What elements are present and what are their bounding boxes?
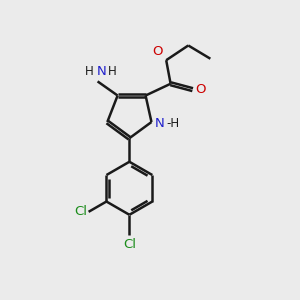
Text: H: H bbox=[85, 65, 94, 78]
Text: Cl: Cl bbox=[123, 238, 136, 251]
Text: N: N bbox=[96, 65, 106, 78]
Text: O: O bbox=[152, 45, 163, 58]
Text: H: H bbox=[108, 65, 117, 78]
Text: -H: -H bbox=[166, 117, 179, 130]
Text: N: N bbox=[155, 117, 165, 130]
Text: O: O bbox=[195, 83, 206, 96]
Text: Cl: Cl bbox=[74, 205, 87, 218]
